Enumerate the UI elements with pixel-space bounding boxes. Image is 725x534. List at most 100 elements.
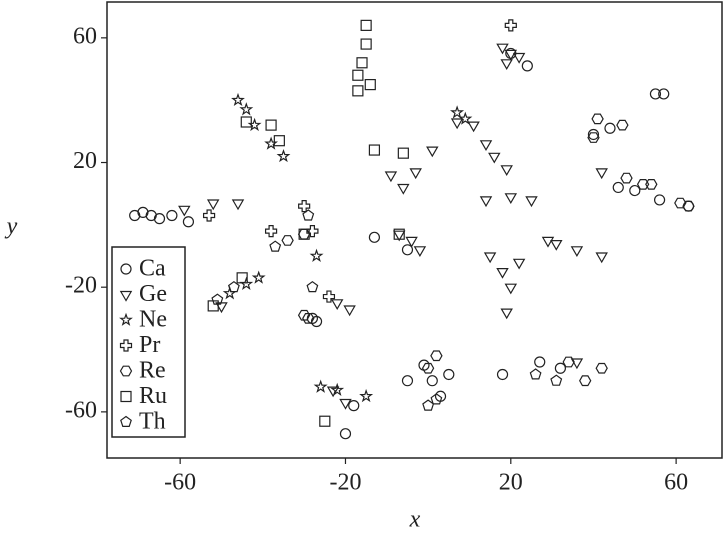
legend-label: Ca — [139, 256, 166, 282]
point — [534, 356, 546, 368]
legend-label: Ne — [139, 307, 167, 333]
point — [302, 209, 315, 221]
point — [239, 276, 254, 290]
point — [620, 172, 633, 184]
y-tick-label: 20 — [73, 148, 97, 174]
point — [500, 165, 513, 176]
plot-frame — [106, 1, 723, 459]
point — [443, 368, 455, 381]
point — [426, 375, 438, 387]
point — [356, 57, 368, 69]
point — [392, 230, 406, 242]
point — [330, 382, 345, 396]
point — [612, 181, 624, 194]
point — [306, 280, 319, 293]
point — [430, 350, 443, 362]
point — [604, 122, 616, 134]
legend-marker — [119, 365, 133, 377]
x-axis-label: x — [409, 507, 421, 533]
point — [674, 197, 687, 209]
point — [550, 374, 563, 386]
point — [401, 375, 414, 387]
point — [521, 60, 533, 72]
point — [587, 128, 600, 141]
point — [182, 216, 195, 228]
legend-marker — [119, 339, 133, 352]
point — [368, 231, 381, 243]
point — [281, 235, 294, 246]
point — [313, 379, 328, 393]
point — [682, 200, 695, 212]
point — [504, 283, 518, 295]
point — [421, 362, 435, 374]
legend-label: Th — [139, 409, 166, 435]
point — [409, 168, 422, 180]
point — [348, 400, 360, 412]
point — [269, 240, 282, 252]
point — [166, 209, 178, 222]
point — [587, 132, 600, 143]
point — [236, 272, 248, 284]
point — [550, 240, 563, 251]
x-tick-label: -20 — [329, 470, 361, 496]
point — [645, 179, 658, 190]
y-tick-label: -20 — [65, 273, 97, 299]
legend-marker — [120, 390, 132, 403]
point — [504, 193, 518, 204]
point — [653, 194, 666, 206]
point — [541, 236, 555, 248]
point — [496, 268, 509, 279]
point — [422, 399, 435, 411]
point — [413, 246, 427, 257]
point — [450, 118, 464, 130]
point — [479, 140, 493, 151]
point — [319, 415, 331, 427]
point — [178, 205, 191, 217]
point — [211, 293, 224, 305]
point — [352, 85, 364, 97]
point — [595, 362, 608, 374]
point — [595, 168, 608, 180]
point — [525, 196, 538, 208]
point — [302, 313, 315, 324]
point — [309, 248, 324, 263]
point — [202, 209, 216, 222]
point — [512, 258, 526, 270]
point — [649, 88, 662, 100]
x-tick-label: 20 — [499, 470, 523, 496]
point — [264, 136, 278, 150]
point — [479, 196, 493, 208]
point — [426, 146, 439, 158]
point — [496, 43, 509, 55]
legend-label: Re — [139, 358, 166, 384]
legend-marker — [119, 312, 133, 326]
point — [595, 252, 608, 264]
point — [343, 305, 356, 317]
point — [504, 49, 518, 61]
point — [500, 308, 513, 320]
point — [629, 184, 641, 197]
point — [297, 309, 311, 321]
y-tick-label: 60 — [73, 23, 97, 49]
point — [658, 88, 670, 100]
point — [554, 362, 566, 374]
point — [397, 147, 409, 159]
y-tick-label: -60 — [65, 397, 97, 423]
point — [264, 224, 278, 238]
point — [339, 428, 352, 440]
point — [405, 236, 418, 248]
point — [570, 246, 584, 257]
point — [458, 111, 473, 125]
point — [298, 228, 310, 240]
point — [496, 368, 509, 381]
point — [359, 388, 374, 403]
point — [276, 148, 291, 163]
point — [449, 105, 465, 119]
point — [512, 52, 526, 64]
point — [153, 213, 166, 225]
point — [529, 368, 542, 380]
x-tick-label: 60 — [664, 470, 688, 496]
point — [251, 270, 266, 284]
point — [488, 152, 501, 164]
point — [339, 398, 352, 410]
